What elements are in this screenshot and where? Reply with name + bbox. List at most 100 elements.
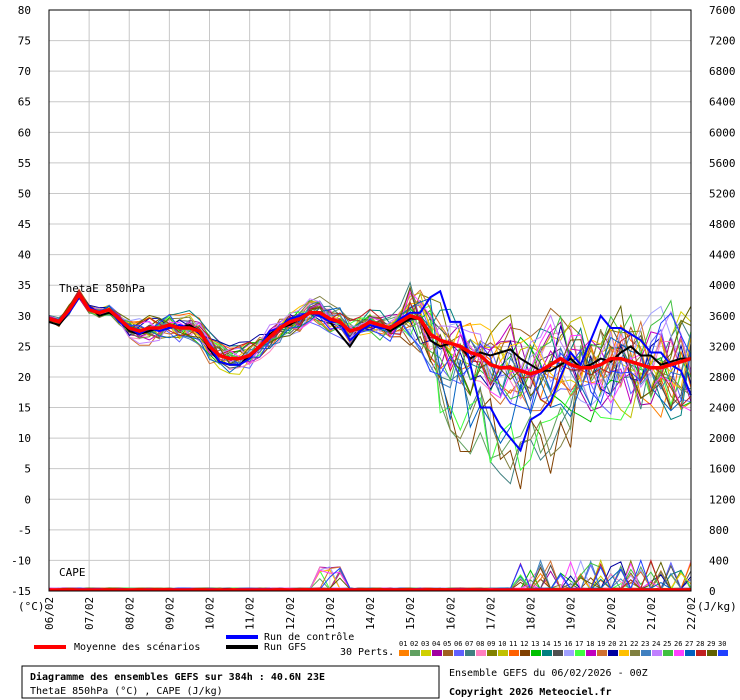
pert-legend-id: 13 — [531, 640, 539, 648]
pert-legend-swatch — [542, 650, 552, 656]
pert-legend-swatch — [630, 650, 640, 656]
cape-lines — [48, 558, 692, 592]
pert-legend-swatch — [531, 650, 541, 656]
perturbation-legend: 01 02 03 04 05 06 07 08 09 10 11 12 13 14 15 16 17 18 19 20… — [399, 640, 728, 656]
pert-legend-swatch — [454, 650, 464, 656]
right-tick-label: 5600 — [709, 157, 736, 170]
perturbation-line — [48, 288, 692, 408]
left-tick-label: 55 — [18, 157, 31, 170]
pert-legend-swatch — [509, 650, 519, 656]
x-tick-label: 19/02 — [565, 597, 578, 630]
pert-legend-swatch — [553, 650, 563, 656]
x-tick-label: 15/02 — [404, 597, 417, 630]
pert-legend-swatch — [586, 650, 596, 656]
right-tick-label: 1600 — [709, 463, 736, 476]
right-tick-label: 3600 — [709, 310, 736, 323]
pert-legend-swatch — [652, 650, 662, 656]
legend-gfs-label: Run GFS — [264, 642, 306, 653]
right-tick-label: 2800 — [709, 371, 736, 384]
mean-line — [48, 291, 692, 376]
left-tick-label: 20 — [18, 371, 31, 384]
pert-legend-id: 01 — [399, 640, 407, 648]
right-tick-label: 400 — [709, 554, 729, 567]
right-tick-label: 800 — [709, 524, 729, 537]
right-tick-label: 7200 — [709, 35, 736, 48]
left-tick-label: -15 — [11, 585, 31, 598]
pert-legend-id: 29 — [707, 640, 715, 648]
perturbation-line — [48, 285, 692, 399]
right-tick-label: 0 — [709, 585, 716, 598]
pert-legend-id: 09 — [487, 640, 495, 648]
pert-legend-id: 02 — [410, 640, 418, 648]
left-tick-label: 5 — [24, 463, 31, 476]
pert-legend-swatch — [520, 650, 530, 656]
left-tick-label: 45 — [18, 218, 31, 231]
pert-legend-swatch — [597, 650, 607, 656]
pert-legend-swatch — [674, 650, 684, 656]
left-tick-label: 15 — [18, 402, 31, 415]
perturbation-line — [48, 288, 692, 419]
pert-legend-swatch — [498, 650, 508, 656]
left-axis-unit: (°C) — [18, 600, 45, 613]
x-tick-label: 22/02 — [685, 597, 698, 630]
pert-legend-swatch — [443, 650, 453, 656]
copyright: Copyright 2026 Meteociel.fr — [449, 686, 612, 698]
left-tick-label: -10 — [11, 554, 31, 567]
pert-legend-swatch — [487, 650, 497, 656]
pert-legend-swatch — [663, 650, 673, 656]
pert-legend-swatch — [476, 650, 486, 656]
left-tick-label: 80 — [18, 4, 31, 17]
pert-legend-id: 08 — [476, 640, 484, 648]
theta-label: ThetaE 850hPa — [59, 282, 145, 295]
pert-legend-id: 04 — [432, 640, 440, 648]
pert-legend-id: 06 — [454, 640, 462, 648]
legend: Moyenne des scénarios Run de contrôle Ru… — [34, 631, 728, 658]
info-box — [21, 665, 440, 699]
right-axis-ticks: 7600720068006400600056005200480044004000… — [709, 4, 736, 598]
left-tick-label: 25 — [18, 340, 31, 353]
right-tick-label: 1200 — [709, 493, 736, 506]
x-tick-label: 18/02 — [525, 597, 538, 630]
left-tick-label: 50 — [18, 187, 31, 200]
pert-legend-id: 17 — [575, 640, 583, 648]
x-tick-label: 12/02 — [284, 597, 297, 630]
pert-legend-swatch — [707, 650, 717, 656]
right-tick-label: 6400 — [709, 96, 736, 109]
info-subtitle: ThetaE 850hPa (°C) , CAPE (J/kg) — [30, 686, 223, 697]
pert-legend-id: 26 — [674, 640, 682, 648]
pert-legend-swatch — [465, 650, 475, 656]
cape-label: CAPE — [59, 566, 86, 579]
legend-perts-label: 30 Perts. — [340, 647, 394, 658]
pert-legend-swatch — [641, 650, 651, 656]
run-info: Ensemble GEFS du 06/02/2026 - 00Z — [449, 668, 648, 679]
pert-legend-id: 18 — [586, 640, 594, 648]
pert-legend-id: 19 — [597, 640, 605, 648]
control-line — [48, 289, 692, 453]
pert-legend-swatch — [432, 650, 442, 656]
x-tick-label: 07/02 — [83, 597, 96, 630]
left-tick-label: 0 — [24, 493, 31, 506]
plot-frame — [48, 9, 692, 592]
pert-legend-id: 12 — [520, 640, 528, 648]
left-tick-label: 65 — [18, 96, 31, 109]
pert-legend-swatch — [421, 650, 431, 656]
x-tick-label: 11/02 — [244, 597, 257, 630]
pert-legend-id: 05 — [443, 640, 451, 648]
pert-legend-swatch — [718, 650, 728, 656]
x-tick-label: 21/02 — [645, 597, 658, 630]
left-tick-label: 10 — [18, 432, 31, 445]
pert-legend-id: 27 — [685, 640, 693, 648]
right-tick-label: 2400 — [709, 402, 736, 415]
right-tick-label: 3200 — [709, 340, 736, 353]
x-tick-label: 09/02 — [163, 597, 176, 630]
pert-legend-id: 10 — [498, 640, 506, 648]
pert-legend-id: 16 — [564, 640, 572, 648]
pert-legend-id: 28 — [696, 640, 704, 648]
right-tick-label: 4000 — [709, 279, 736, 292]
pert-legend-swatch — [685, 650, 695, 656]
pert-legend-id: 24 — [652, 640, 660, 648]
right-tick-label: 5200 — [709, 187, 736, 200]
pert-legend-id: 14 — [542, 640, 550, 648]
pert-legend-id: 11 — [509, 640, 517, 648]
